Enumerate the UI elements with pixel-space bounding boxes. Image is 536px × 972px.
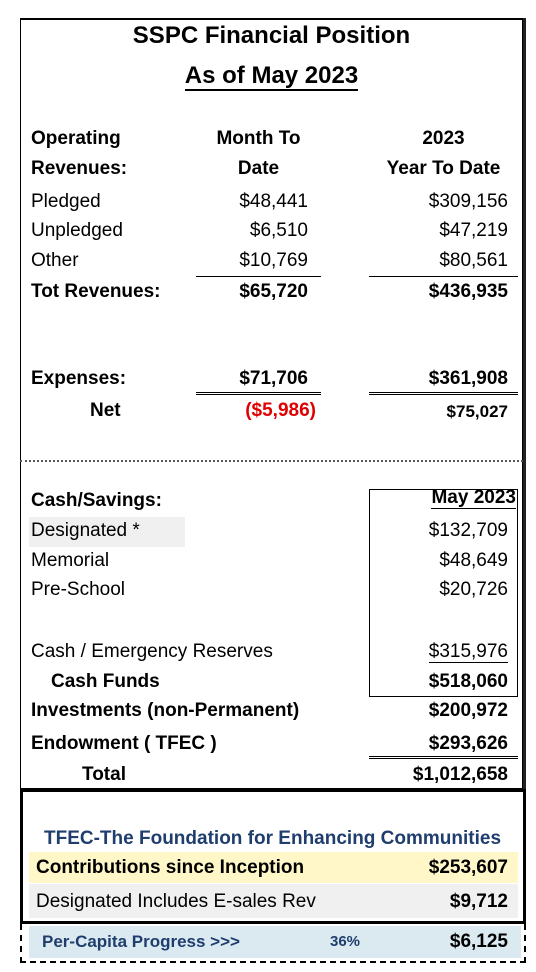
cash-row-value: $48,649 [439, 550, 508, 571]
cash-row-value: $132,709 [428, 520, 508, 541]
cash-row-label: Designated * [31, 520, 140, 541]
revenue-row-mtd: $6,510 [249, 220, 308, 241]
operating-label-1: Operating [31, 128, 121, 149]
revenue-row-label: Other [31, 250, 79, 271]
total-value: $1,012,658 [412, 764, 508, 785]
contributions-highlight [29, 852, 518, 883]
operating-label-2: Revenues: [31, 158, 128, 179]
cash-column-header-text: May 2023 [431, 487, 516, 509]
per-capita-value: $6,125 [449, 931, 508, 952]
contributions-value: $253,607 [428, 857, 508, 878]
cash-funds-value: $518,060 [428, 671, 508, 692]
investments-value: $200,972 [428, 700, 508, 721]
per-capita-percent: 36% [330, 933, 361, 950]
revenue-row-mtd: $10,769 [239, 250, 308, 271]
report-frame [20, 18, 523, 789]
expenses-label: Expenses: [31, 368, 127, 389]
designated-note-highlight [29, 884, 518, 918]
expenses-mtd: $71,706 [239, 368, 308, 389]
revenue-row-ytd: $80,561 [439, 250, 508, 271]
net-label: Net [90, 400, 121, 421]
expenses-ytd: $361,908 [428, 368, 508, 389]
total-label: Total [82, 764, 126, 785]
net-mtd: ($5,986) [245, 400, 316, 421]
endowment-label: Endowment ( TFEC ) [31, 733, 217, 754]
cash-row-value: $20,726 [439, 579, 508, 600]
designated-note-label: Designated Includes E-sales Rev [36, 891, 316, 912]
cash-row-label: Pre-School [31, 579, 125, 600]
designated-highlight [29, 517, 185, 547]
tot-revenues-mtd: $65,720 [239, 281, 308, 302]
frame-shadow [523, 18, 526, 789]
revenue-row-label: Unpledged [31, 220, 123, 241]
revenue-row-label: Pledged [31, 191, 101, 212]
contributions-label: Contributions since Inception [36, 857, 305, 878]
mtd-subtotal-line [196, 276, 321, 277]
tfec-title: TFEC-The Foundation for Enhancing Commun… [44, 828, 502, 849]
ytd-double-line [369, 392, 518, 395]
per-capita-box [20, 924, 526, 963]
tot-revenues-label: Tot Revenues: [31, 281, 161, 302]
net-ytd: $75,027 [446, 402, 508, 421]
page-subtitle: As of May 2023 [20, 62, 523, 91]
cash-box [369, 489, 518, 697]
ytd-subtotal-line [369, 276, 518, 277]
revenue-row-ytd: $47,219 [439, 220, 508, 241]
reserves-value-text: $315,976 [428, 641, 508, 663]
mtd-header-2: Date [237, 158, 280, 179]
tfec-box [20, 789, 526, 924]
reserves-label: Cash / Emergency Reserves [31, 641, 273, 662]
ytd-header-2: Year To Date [386, 158, 501, 179]
cash-savings-label: Cash/Savings: [31, 490, 162, 511]
ytd-header-1: 2023 [422, 128, 465, 149]
mtd-double-line [196, 392, 321, 395]
page-subtitle-text: As of May 2023 [184, 62, 359, 91]
revenue-row-mtd: $48,441 [239, 191, 308, 212]
mtd-header-1: Month To [216, 128, 301, 149]
per-capita-highlight [29, 926, 521, 958]
tot-revenues-ytd: $436,935 [428, 281, 508, 302]
revenue-row-ytd: $309,156 [428, 191, 508, 212]
endowment-value: $293,626 [428, 733, 508, 754]
investments-label: Investments (non-Permanent) [31, 700, 300, 721]
total-double-line [369, 756, 518, 759]
reserves-value: $315,976 [369, 641, 508, 663]
designated-note-value: $9,712 [449, 891, 508, 912]
cash-funds-label: Cash Funds [51, 671, 160, 692]
per-capita-label: Per-Capita Progress >>> [42, 932, 240, 951]
section-divider [20, 460, 523, 462]
page-title: SSPC Financial Position [132, 22, 411, 49]
cash-column-header: May 2023 [369, 487, 516, 509]
cash-row-label: Memorial [31, 550, 110, 571]
